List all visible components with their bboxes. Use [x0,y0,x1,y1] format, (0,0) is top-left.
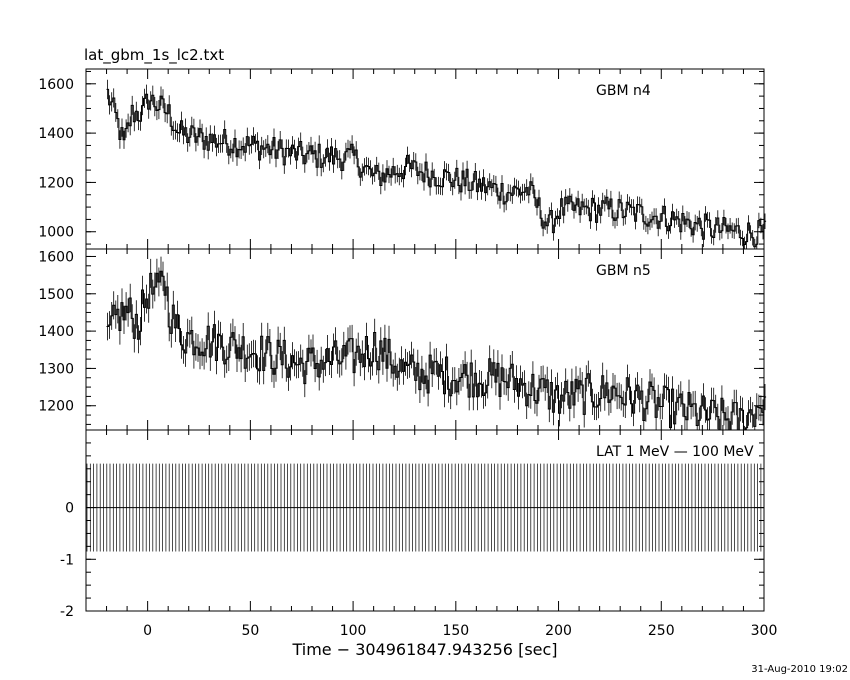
y-tick-label: 1500 [38,287,74,303]
figure-title: lat_gbm_1s_lc2.txt [84,46,224,65]
panel-middle: GBM n5 1200 1300 1400 1500 1600 [38,248,767,431]
panel-label-middle: GBM n5 [596,263,651,279]
error-bars-middle [107,256,766,430]
y-tick-label: 1000 [38,225,74,241]
series-line-top [106,88,767,248]
y-tick-label: 1200 [38,175,74,191]
y-tick-label: 0 [65,501,74,517]
y-tick-label: 1400 [38,126,74,142]
x-tick-label: 200 [545,623,572,639]
x-tick-label: 150 [442,623,469,639]
panel-frame-top [85,68,765,250]
x-tick-label: 50 [241,623,259,639]
x-tick-label: 100 [340,623,367,639]
panel-top: GBM n4 1000 1200 1400 1600 [38,68,767,250]
y-tick-label: 1200 [38,399,74,415]
x-tick-label: 300 [751,623,778,639]
panel-bottom: LAT 1 MeV — 100 MeV -2 -1 0 0 50 100 150 200 250 3… [60,429,778,639]
error-bars-top [107,79,766,249]
y-tick-label: 1400 [38,324,74,340]
y-tick-label: 1300 [38,361,74,377]
x-axis-label: Time − 304961847.943256 [sec] [291,640,557,659]
panel-label-top: GBM n4 [596,83,651,99]
y-tick-label: 1600 [38,249,74,265]
x-tick-label: 0 [143,623,152,639]
y-tick-label: -2 [60,604,74,620]
footer-timestamp: 31-Aug-2010 19:02 [751,664,848,675]
y-tick-label: 1600 [38,77,74,93]
y-tick-label: -1 [60,552,74,568]
x-tick-label: 250 [648,623,675,639]
panel-label-bottom: LAT 1 MeV — 100 MeV [596,444,754,460]
